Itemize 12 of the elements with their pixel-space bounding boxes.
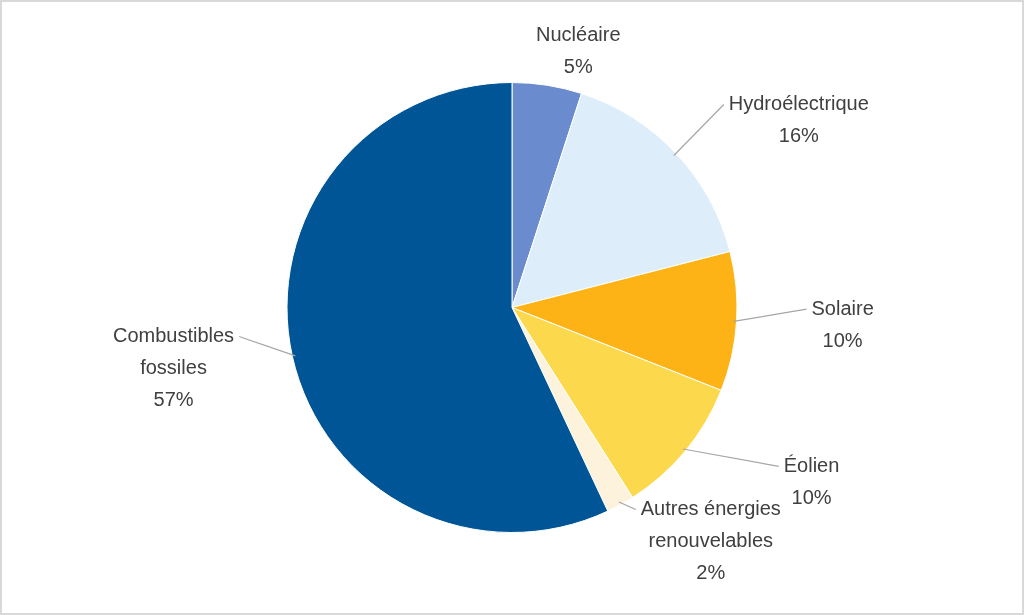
data-label: 10% bbox=[791, 485, 832, 508]
data-label: 16% bbox=[778, 123, 820, 146]
slice-label: Solaire bbox=[811, 296, 874, 319]
data-label: 5% bbox=[563, 55, 593, 78]
data-label: 10% bbox=[822, 328, 863, 351]
slice-label: Nucléaire bbox=[536, 23, 621, 46]
data-label: 2% bbox=[696, 561, 726, 584]
slice-label: Éolien bbox=[783, 453, 840, 476]
slice-label: Hydroélectrique bbox=[728, 91, 869, 114]
slice-label: Autres énergies renouvelables bbox=[640, 497, 781, 552]
slice-label: Combustibles fossiles bbox=[112, 323, 235, 378]
data-label: 57% bbox=[153, 387, 194, 410]
